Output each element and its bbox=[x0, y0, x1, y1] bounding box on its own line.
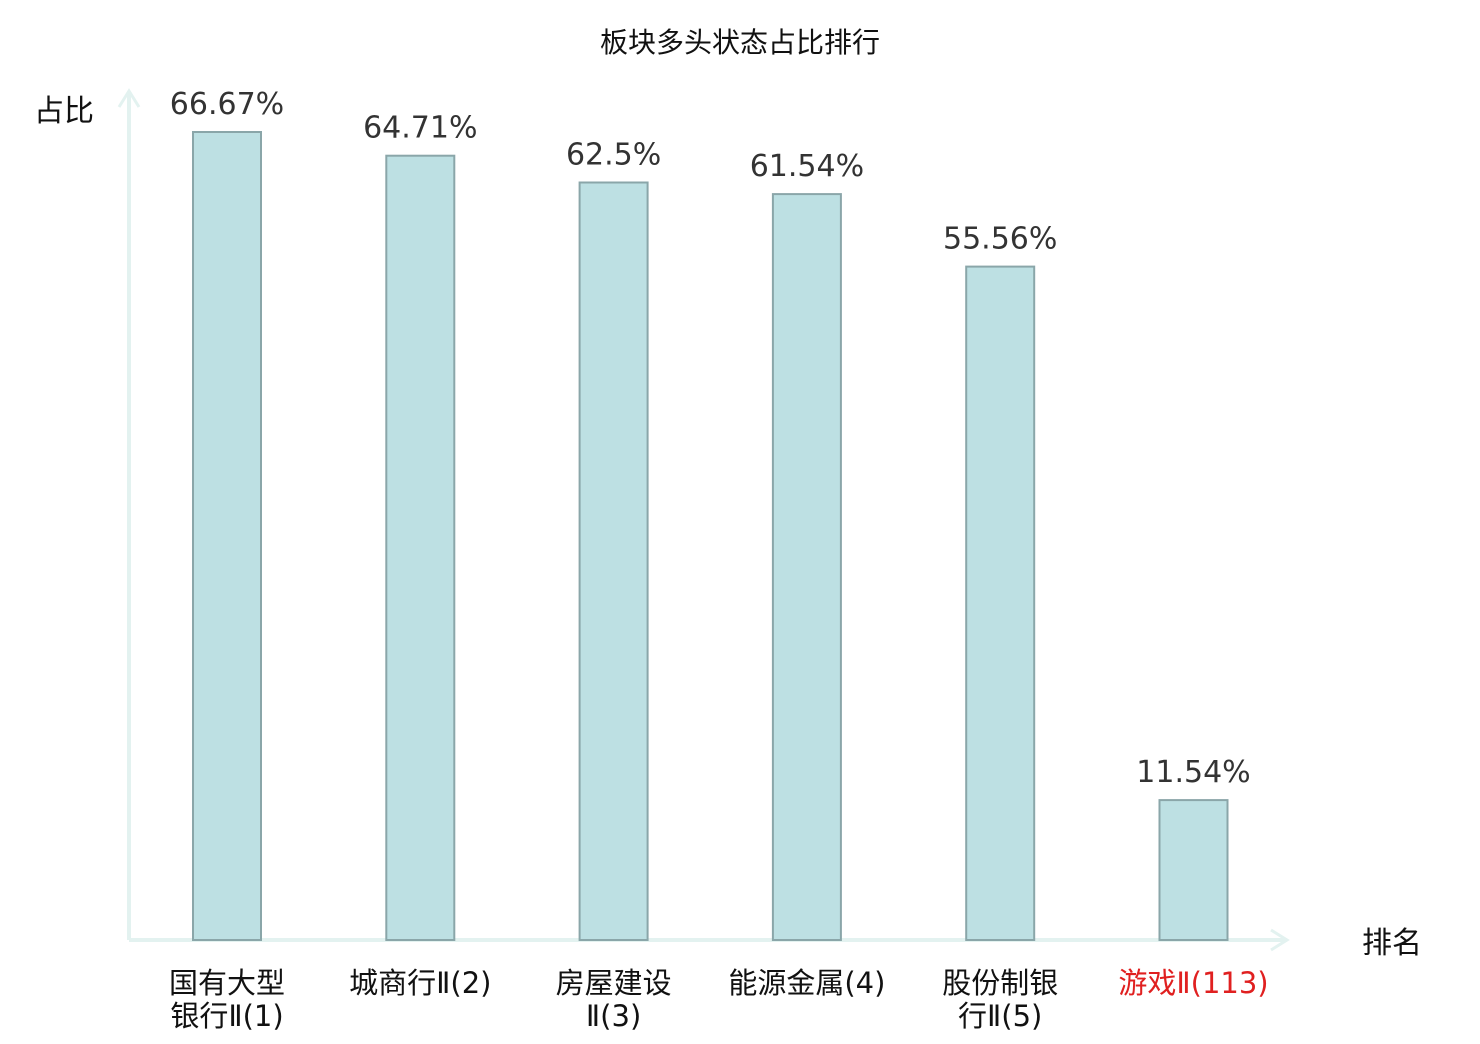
bar-6 bbox=[1158, 799, 1229, 941]
bar-3 bbox=[578, 181, 649, 941]
bar-4 bbox=[771, 193, 842, 942]
y-axis-arrow bbox=[117, 88, 141, 108]
value-label-5: 55.56% bbox=[943, 222, 1057, 257]
value-label-4: 61.54% bbox=[750, 149, 864, 184]
category-label-2: 城商行Ⅱ(2) bbox=[349, 966, 491, 1000]
category-label-3: 房屋建设 Ⅱ(3) bbox=[556, 966, 672, 1033]
category-label-5: 股份制银行Ⅱ(5) bbox=[942, 966, 1058, 1033]
chart-title: 板块多头状态占比排行 bbox=[600, 26, 880, 59]
y-axis-label: 占比 bbox=[34, 94, 94, 129]
category-label-6: 游戏Ⅱ(113) bbox=[1118, 966, 1268, 1000]
x-axis-label: 排名 bbox=[1362, 926, 1422, 961]
value-label-2: 64.71% bbox=[363, 111, 477, 146]
category-label-1: 国有大型银行Ⅱ(1) bbox=[169, 966, 285, 1033]
x-axis-arrow bbox=[1270, 928, 1290, 952]
value-label-6: 11.54% bbox=[1136, 755, 1250, 790]
category-label-4: 能源金属(4) bbox=[728, 966, 885, 1000]
value-label-1: 66.67% bbox=[170, 87, 284, 122]
bar-1 bbox=[192, 131, 262, 941]
bar-5 bbox=[965, 265, 1036, 942]
bar-2 bbox=[385, 154, 456, 941]
category-labels-group: 国有大型银行Ⅱ(1) 城商行Ⅱ(2) 房屋建设 Ⅱ(3) 能源金属(4) 股份制银行Ⅱ(5… bbox=[169, 966, 1269, 1033]
value-labels-group: 66.67% 64.71% 62.5% 61.54% 55.56% 11.54% bbox=[170, 87, 1251, 790]
value-label-3: 62.5% bbox=[566, 138, 661, 173]
bars-group bbox=[192, 131, 1229, 942]
axes bbox=[117, 88, 1290, 952]
